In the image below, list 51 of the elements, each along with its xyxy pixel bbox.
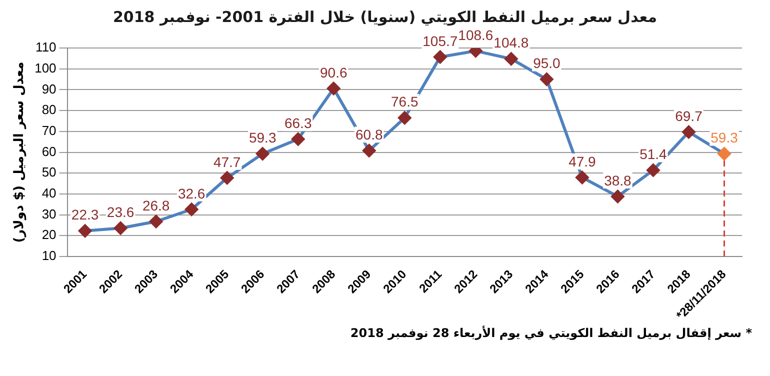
point (114, 222, 128, 235)
y-tick-label: 10 (42, 248, 56, 264)
point (220, 171, 234, 184)
data-label: 38.8 (604, 172, 632, 188)
data-label: 69.7 (675, 108, 703, 124)
point (150, 214, 163, 228)
data-label: 22.3 (71, 206, 99, 223)
y-tick-label: 20 (42, 227, 56, 242)
y-tick-label: 80 (42, 102, 56, 118)
data-label: 47.9 (568, 153, 596, 170)
data-label: 51.4 (640, 146, 668, 162)
point (185, 202, 198, 216)
point (78, 224, 92, 238)
data-label: 95.0 (533, 55, 561, 72)
data-label: 32.6 (178, 185, 206, 202)
point (292, 132, 305, 146)
data-label: 59.3 (710, 130, 738, 146)
y-tick-label: 100 (34, 60, 56, 76)
data-label: 60.8 (356, 126, 383, 142)
point (576, 170, 589, 184)
point (362, 144, 376, 158)
data-label: 76.5 (391, 94, 418, 110)
data-label: 104.8 (494, 34, 529, 51)
chart-title: معدل سعر برميل النفط الكويتي (سنويا) خلال الفترة 2001- نوفمبر 2018 (112, 8, 658, 26)
y-tick-label: 70 (42, 122, 56, 138)
y-tick-label: 110 (36, 40, 56, 55)
point (718, 147, 731, 160)
point (256, 147, 270, 160)
point (540, 72, 554, 86)
data-label: 59.3 (248, 130, 276, 146)
y-tick-label: 50 (42, 164, 56, 180)
data-label: 26.8 (142, 197, 170, 214)
data-label: 66.3 (284, 114, 312, 131)
point (434, 50, 447, 64)
point (504, 52, 518, 66)
y-tick-label: 40 (42, 186, 56, 201)
y-tick-label: 30 (42, 206, 56, 222)
data-label: 108.6 (458, 26, 494, 43)
y-axis-title: معدل سعر البرميل ($ دولار) (12, 62, 28, 243)
data-label: 105.7 (422, 32, 458, 49)
point (682, 126, 696, 139)
text: * سعر إقفال برميل النفط الكويتي في يوم الأربعاء 28 نوفمبر 2018 (349, 326, 753, 340)
point (398, 111, 412, 124)
data-label: 47.7 (213, 154, 241, 170)
y-tick-label: 90 (42, 81, 56, 96)
y-tick-label: 60 (42, 144, 56, 159)
point (611, 190, 624, 203)
point (646, 164, 660, 177)
data-label: 23.6 (106, 204, 134, 220)
data-label: 90.6 (320, 64, 348, 80)
point (327, 82, 340, 95)
